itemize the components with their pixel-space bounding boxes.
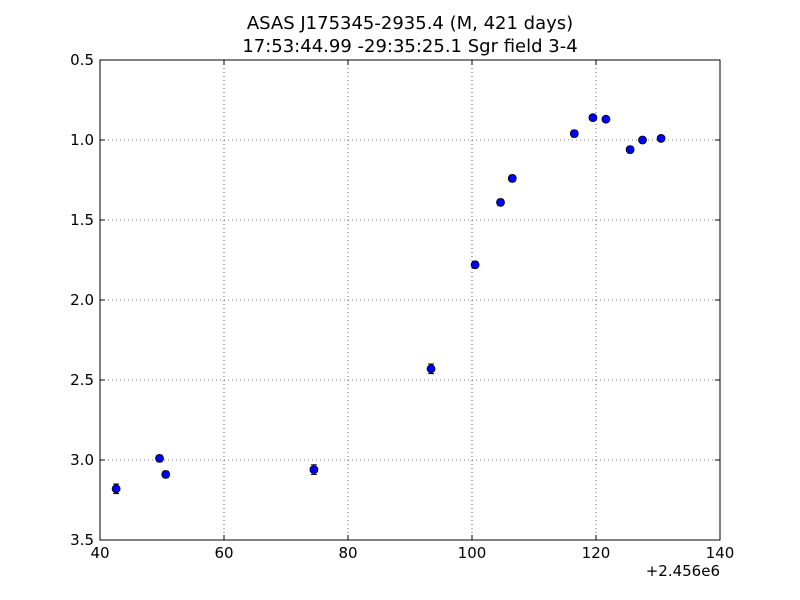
x-tick-label: 40	[90, 544, 109, 562]
data-point	[656, 133, 666, 143]
x-tick-label: 120	[582, 544, 611, 562]
data-point	[496, 197, 505, 207]
data-point	[426, 364, 436, 374]
x-tick-label: 140	[706, 544, 735, 562]
y-tick-label: 1.0	[70, 131, 94, 149]
y-tick-label: 0.5	[70, 51, 94, 69]
x-offset-label: +2.456e6	[646, 562, 720, 580]
data-point	[601, 114, 611, 124]
data-point	[111, 484, 121, 494]
data-point	[507, 173, 517, 183]
data-point	[155, 453, 164, 463]
data-point	[161, 469, 171, 479]
data-point	[470, 260, 480, 270]
x-tick-label: 80	[338, 544, 357, 562]
x-tick-label: 100	[458, 544, 487, 562]
axis-ticks	[99, 59, 721, 541]
chart-title-line2: 17:53:44.99 -29:35:25.1 Sgr field 3-4	[242, 36, 577, 57]
data-point	[625, 145, 635, 155]
y-tick-label: 2.0	[70, 291, 94, 309]
chart-title-line1: ASAS J175345-2935.4 (M, 421 days)	[247, 13, 573, 34]
grid	[100, 60, 720, 540]
y-tick-label: 3.5	[70, 531, 94, 549]
data-point	[588, 113, 598, 122]
data-point	[309, 465, 319, 475]
data-point	[638, 135, 647, 145]
y-tick-label: 2.5	[70, 371, 94, 389]
y-tick-label: 1.5	[70, 211, 94, 229]
x-tick-label: 60	[214, 544, 233, 562]
data-point	[569, 129, 579, 139]
y-tick-label: 3.0	[70, 451, 94, 469]
tick-labels: 40 60 80 100 120 140 0.5 1.0 1.5 2.0 2.5 3.0 3.5	[70, 51, 734, 562]
data-points	[111, 113, 666, 495]
